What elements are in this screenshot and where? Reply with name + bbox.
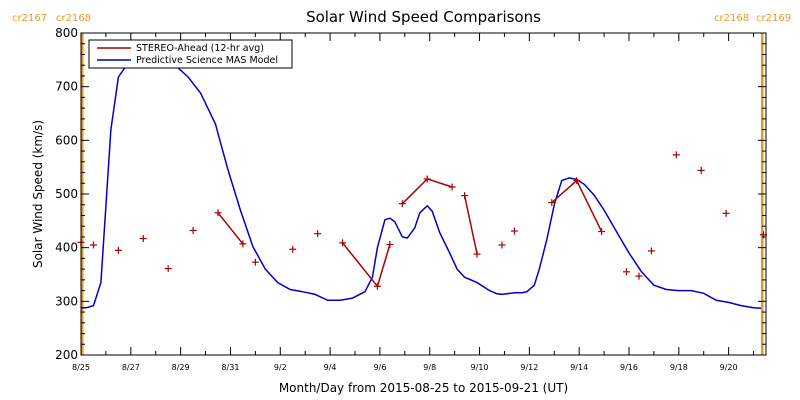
- chart-title: Solar Wind Speed Comparisons: [306, 8, 541, 26]
- stereo-point: [139, 235, 147, 243]
- stereo-point: [423, 175, 431, 183]
- legend-label-model: Predictive Science MAS Model: [136, 55, 278, 66]
- x-tick-label: 9/18: [670, 363, 688, 372]
- stereo-point: [251, 258, 259, 266]
- y-tick-label: 600: [55, 133, 78, 147]
- y-tick-label: 700: [55, 80, 78, 94]
- x-tick-label: 8/31: [221, 363, 239, 372]
- carrington-label: cr2167: [12, 13, 47, 24]
- x-tick-label: 9/4: [324, 363, 337, 372]
- stereo-point: [722, 209, 730, 217]
- model-series-line: [81, 64, 762, 310]
- stereo-point: [386, 240, 394, 248]
- x-tick-label: 8/27: [122, 363, 140, 372]
- y-tick-label: 500: [55, 187, 78, 201]
- plot-frame: [80, 32, 767, 356]
- x-tick-label: 9/12: [520, 363, 538, 372]
- stereo-point: [89, 241, 97, 249]
- stereo-segment: [576, 180, 603, 232]
- stereo-point: [239, 240, 247, 248]
- y-tick-label: 400: [55, 241, 78, 255]
- carrington-label: cr2168: [714, 13, 749, 24]
- carrington-label: cr2168: [56, 13, 91, 24]
- stereo-point: [623, 268, 631, 276]
- x-tick-label: 9/2: [274, 363, 287, 372]
- stereo-point: [473, 250, 481, 258]
- stereo-point: [510, 227, 518, 235]
- stereo-segment: [463, 195, 478, 255]
- x-tick-label: 8/25: [72, 363, 90, 372]
- x-tick-label: 9/10: [471, 363, 489, 372]
- stereo-point: [672, 151, 680, 159]
- x-tick-label: 9/16: [620, 363, 638, 372]
- x-tick-label: 9/20: [720, 363, 738, 372]
- stereo-point: [189, 226, 197, 234]
- x-axis-label: Month/Day from 2015-08-25 to 2015-09-21 …: [279, 381, 568, 395]
- x-tick-label: 9/8: [423, 363, 436, 372]
- stereo-point: [598, 228, 606, 236]
- stereo-point: [635, 272, 643, 280]
- stereo-point: [398, 200, 406, 208]
- stereo-segment: [551, 180, 578, 204]
- stereo-point: [461, 192, 469, 200]
- legend-box: [88, 39, 293, 69]
- legend: STEREO-Ahead (12-hr avg) Predictive Scie…: [88, 39, 293, 69]
- y-tick-label: 300: [55, 294, 78, 308]
- stereo-segment: [427, 178, 453, 188]
- stereo-point: [498, 241, 506, 249]
- stereo-segment: [217, 212, 244, 245]
- y-axis-label: Solar Wind Speed (km/s): [31, 120, 45, 268]
- x-tick-label: 9/14: [570, 363, 588, 372]
- stereo-point: [114, 246, 122, 254]
- stereo-point: [289, 245, 297, 253]
- legend-label-stereo: STEREO-Ahead (12-hr avg): [136, 43, 264, 54]
- stereo-point: [647, 247, 655, 255]
- stereo-segment: [401, 178, 428, 205]
- stereo-point: [548, 199, 556, 207]
- stereo-segment: [376, 244, 391, 287]
- stereo-point: [448, 183, 456, 191]
- carrington-label: cr2169: [756, 13, 791, 24]
- y-tick-label: 800: [55, 26, 78, 40]
- x-tick-label: 8/29: [172, 363, 190, 372]
- stereo-point: [164, 265, 172, 273]
- stereo-point: [314, 230, 322, 238]
- stereo-point: [373, 282, 381, 290]
- stereo-point: [214, 209, 222, 217]
- y-tick-label: 200: [55, 348, 78, 362]
- stereo-point: [339, 239, 347, 247]
- stereo-point: [573, 177, 581, 185]
- x-tick-label: 9/6: [373, 363, 386, 372]
- stereo-segment: [341, 242, 379, 287]
- stereo-point: [697, 166, 705, 174]
